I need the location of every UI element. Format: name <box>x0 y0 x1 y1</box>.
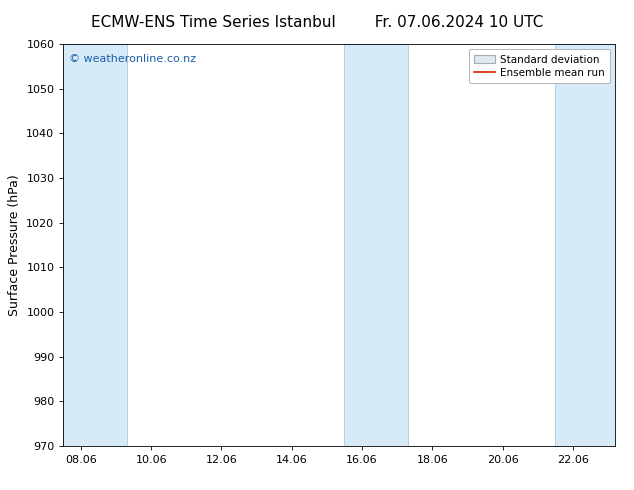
Y-axis label: Surface Pressure (hPa): Surface Pressure (hPa) <box>8 174 21 316</box>
Bar <box>555 44 615 446</box>
Bar <box>63 44 127 446</box>
Legend: Standard deviation, Ensemble mean run: Standard deviation, Ensemble mean run <box>469 49 610 83</box>
Bar <box>344 44 408 446</box>
Text: © weatheronline.co.nz: © weatheronline.co.nz <box>69 54 196 64</box>
Text: ECMW-ENS Time Series Istanbul        Fr. 07.06.2024 10 UTC: ECMW-ENS Time Series Istanbul Fr. 07.06.… <box>91 15 543 30</box>
